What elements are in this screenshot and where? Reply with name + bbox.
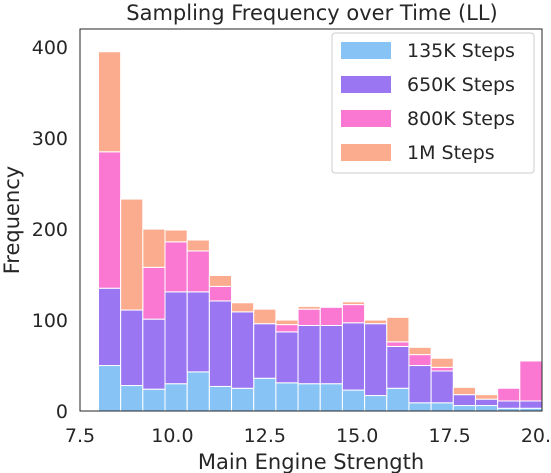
bar-1m-steps-bin-8 xyxy=(275,319,299,326)
legend-swatch xyxy=(341,42,391,59)
legend-swatch xyxy=(341,110,391,127)
bar-135k-steps-bin-2 xyxy=(142,388,166,412)
bar-135k-steps-bin-9 xyxy=(297,383,321,412)
bar-800k-steps-bin-0 xyxy=(97,151,122,289)
bar-135k-steps-bin-7 xyxy=(253,377,277,412)
bar-650k-steps-bin-5 xyxy=(208,300,233,387)
bar-800k-steps-bin-11 xyxy=(341,304,366,324)
bar-1m-steps-bin-2 xyxy=(142,228,166,268)
bar-1m-steps-bin-14 xyxy=(408,346,432,356)
legend: 135K Steps 650K Steps 800K Steps 1M Steps xyxy=(331,32,535,174)
bar-800k-steps-bin-14 xyxy=(408,354,432,367)
plot-frame xyxy=(79,28,543,412)
bar-135k-steps-bin-8 xyxy=(275,382,299,412)
bar-1m-steps-bin-3 xyxy=(164,229,188,243)
y-tick-label: 0 xyxy=(56,401,68,423)
bar-800k-steps-bin-13 xyxy=(386,341,410,347)
bar-1m-steps-bin-4 xyxy=(186,239,210,252)
bar-1m-steps-bin-5 xyxy=(208,274,233,287)
y-tick-label: 100 xyxy=(32,310,68,332)
bar-135k-steps-bin-16 xyxy=(452,405,476,412)
bar-1m-steps-bin-16 xyxy=(452,386,476,396)
x-tick-label: 12.5 xyxy=(244,425,286,447)
legend-label: 800K Steps xyxy=(407,108,515,130)
legend-label: 650K Steps xyxy=(407,74,515,96)
x-tick-label: 17.5 xyxy=(428,425,470,447)
bar-1m-steps-bin-15 xyxy=(430,357,454,368)
x-axis-label: Main Engine Strength xyxy=(198,450,424,473)
bar-800k-steps-bin-3 xyxy=(164,241,188,293)
bar-1m-steps-bin-13 xyxy=(386,316,410,343)
y-axis-label: Frequency xyxy=(0,166,24,275)
bar-800k-steps-bin-5 xyxy=(208,285,233,302)
bar-135k-steps-bin-15 xyxy=(430,402,454,412)
bar-650k-steps-bin-11 xyxy=(341,322,366,391)
bar-1m-steps-bin-11 xyxy=(341,301,366,306)
bar-135k-steps-bin-3 xyxy=(164,383,188,412)
bar-650k-steps-bin-19 xyxy=(519,400,543,409)
bar-135k-steps-bin-1 xyxy=(120,385,144,412)
legend-frame xyxy=(331,32,535,174)
bar-650k-steps-bin-17 xyxy=(474,398,499,407)
bar-800k-steps-bin-2 xyxy=(142,266,166,320)
axes-layer xyxy=(79,28,543,412)
y-tick-label: 200 xyxy=(32,219,68,241)
y-tick-label: 400 xyxy=(32,37,68,59)
x-tick-label: 7.5 xyxy=(65,425,95,447)
bar-135k-steps-bin-13 xyxy=(386,387,410,412)
bar-650k-steps-bin-15 xyxy=(430,370,454,404)
bar-650k-steps-bin-18 xyxy=(497,400,521,409)
bar-135k-steps-bin-6 xyxy=(231,387,255,412)
bar-650k-steps-bin-2 xyxy=(142,318,166,390)
bar-650k-steps-bin-10 xyxy=(319,325,343,385)
bar-1m-steps-bin-1 xyxy=(120,198,144,311)
bar-135k-steps-bin-4 xyxy=(186,371,210,412)
bar-800k-steps-bin-9 xyxy=(297,308,321,327)
bar-650k-steps-bin-13 xyxy=(386,345,410,389)
bar-650k-steps-bin-0 xyxy=(97,287,122,367)
x-tick-label: 20.0 xyxy=(521,425,551,447)
bar-135k-steps-bin-12 xyxy=(364,395,388,412)
bar-1m-steps-bin-7 xyxy=(253,308,277,325)
bar-650k-steps-bin-6 xyxy=(231,311,255,389)
bar-135k-steps-bin-14 xyxy=(408,402,432,412)
bar-650k-steps-bin-16 xyxy=(452,394,476,407)
bar-800k-steps-bin-4 xyxy=(186,250,210,293)
bar-800k-steps-bin-19 xyxy=(519,360,543,402)
bar-650k-steps-bin-1 xyxy=(120,309,144,387)
chart-title: Sampling Frequency over Time (LL) xyxy=(126,1,498,25)
bar-1m-steps-bin-0 xyxy=(97,51,122,153)
bar-135k-steps-bin-10 xyxy=(319,383,343,412)
bar-650k-steps-bin-7 xyxy=(253,323,277,379)
x-tick-labels: 7.5 10.0 12.5 15.0 17.5 20.0 xyxy=(65,425,551,447)
bar-1m-steps-bin-12 xyxy=(364,319,388,325)
bar-135k-steps-bin-11 xyxy=(341,389,366,412)
bar-135k-steps-bin-17 xyxy=(474,405,499,412)
bar-135k-steps-bin-5 xyxy=(208,385,233,412)
y-tick-labels: 0 100 200 300 400 xyxy=(32,37,68,423)
bar-650k-steps-bin-9 xyxy=(297,325,321,385)
bar-1m-steps-bin-9 xyxy=(297,305,321,310)
bar-650k-steps-bin-12 xyxy=(364,323,388,397)
bars-layer xyxy=(97,51,543,412)
bar-650k-steps-bin-4 xyxy=(186,291,210,373)
bar-650k-steps-bin-8 xyxy=(275,331,299,384)
bar-800k-steps-bin-15 xyxy=(430,366,454,372)
legend-swatch xyxy=(341,144,391,161)
x-tick-label: 10.0 xyxy=(151,425,193,447)
bar-1m-steps-bin-6 xyxy=(231,302,255,313)
legend-label: 135K Steps xyxy=(407,40,515,62)
y-tick-label: 300 xyxy=(32,128,68,150)
bar-800k-steps-bin-18 xyxy=(497,387,521,402)
legend-label: 1M Steps xyxy=(407,142,495,164)
bar-1m-steps-bin-17 xyxy=(474,394,499,400)
x-tick-label: 15.0 xyxy=(336,425,378,447)
legend-swatch xyxy=(341,76,391,93)
bar-135k-steps-bin-0 xyxy=(97,365,122,412)
bar-800k-steps-bin-8 xyxy=(275,324,299,333)
bar-650k-steps-bin-14 xyxy=(408,365,432,404)
bar-650k-steps-bin-3 xyxy=(164,291,188,385)
bar-800k-steps-bin-10 xyxy=(319,306,343,327)
